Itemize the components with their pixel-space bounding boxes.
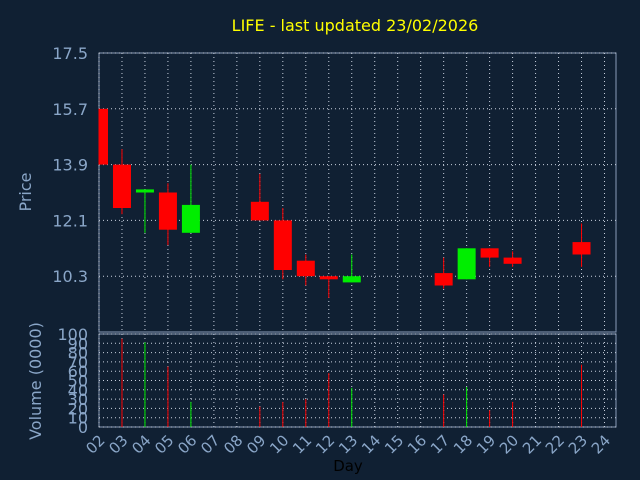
candle-body: [480, 248, 499, 258]
candle-body: [319, 276, 338, 280]
day-tick-label: 24: [588, 431, 614, 457]
candle-body: [342, 276, 361, 283]
candle-body: [112, 164, 131, 208]
volume-tick-label: 80: [68, 344, 88, 363]
volume-grid: [98, 333, 616, 428]
chart-title: LIFE - last updated 23/02/2026: [232, 16, 479, 35]
volume-tick-label: 30: [68, 390, 88, 409]
volume-tick-label: 100: [57, 325, 88, 344]
candle-body: [296, 260, 315, 277]
candle-body: [99, 108, 108, 165]
volume-tick-label: 60: [68, 362, 88, 381]
volume-tick-label: 20: [68, 399, 88, 418]
candle-body: [457, 248, 476, 280]
price-tick-label: 10.3: [52, 267, 88, 286]
volume-tick-label: 10: [68, 409, 88, 428]
price-tick-labels: 17.5 15.7 13.9 12.1 10.3: [52, 44, 88, 286]
candle-body: [250, 201, 269, 221]
candle-body: [135, 189, 154, 193]
volume-tick-label: 90: [68, 334, 88, 353]
volume-tick-label: 0: [78, 418, 88, 437]
price-axis-label: Price: [16, 172, 35, 211]
volume-tick-label: 50: [68, 372, 88, 391]
candle-body: [273, 220, 292, 270]
candle-body: [181, 204, 200, 233]
volume-axis-label: Volume (0000): [26, 322, 45, 440]
x-axis-label: Day: [333, 457, 363, 475]
candle-bodies: [99, 108, 591, 286]
candle-body: [503, 257, 522, 264]
price-tick-label: 12.1: [52, 211, 88, 230]
volume-plot-area: [98, 333, 617, 428]
price-plot-area: [98, 52, 617, 333]
price-tick-label: 13.9: [52, 156, 88, 175]
candle-body: [434, 273, 453, 286]
price-tick-label: 17.5: [52, 44, 88, 63]
volume-bars: [121, 338, 583, 427]
volume-tick-label: 40: [68, 381, 88, 400]
candle-body: [158, 192, 177, 230]
candle-body: [572, 242, 591, 255]
volume-tick-label: 70: [68, 353, 88, 372]
day-tick-labels: 0203040506070809101112131415161718192021…: [82, 431, 614, 457]
price-tick-label: 15.7: [52, 100, 88, 119]
